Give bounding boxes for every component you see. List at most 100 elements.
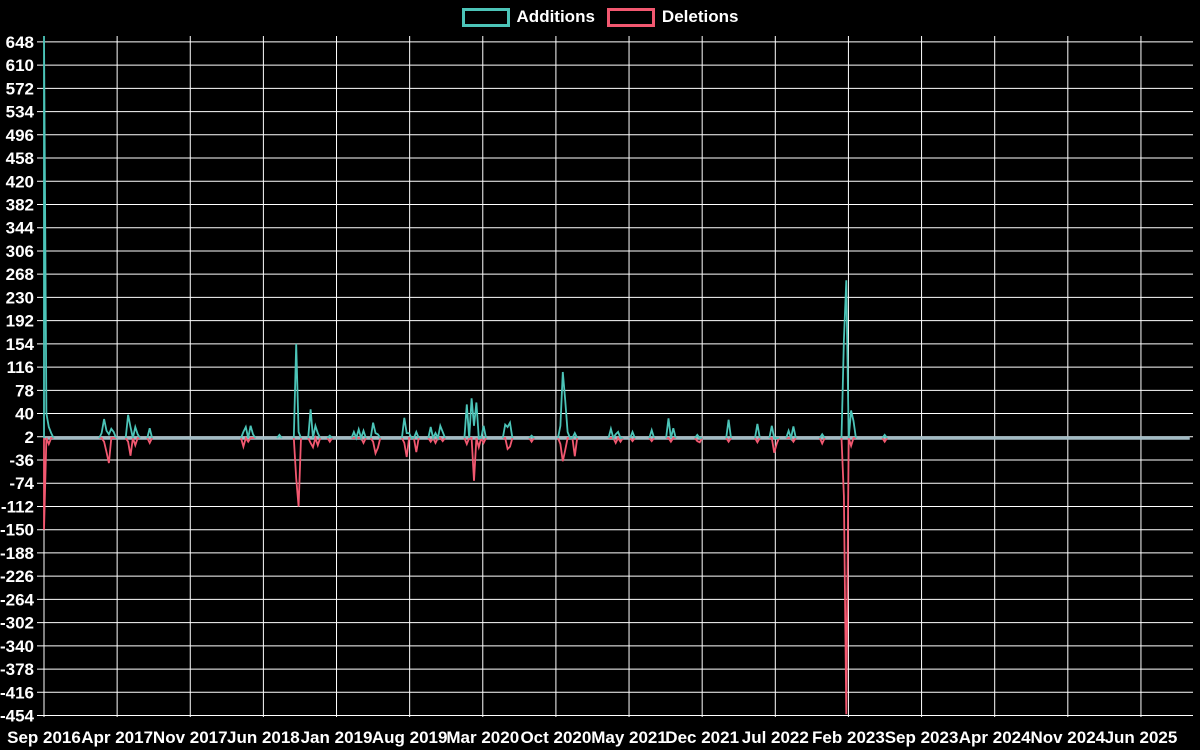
deletions-series-segment <box>557 437 579 462</box>
x-tick-label: Apr 2024 <box>959 728 1031 747</box>
deletions-series-segment <box>99 437 117 464</box>
additions-series-segment <box>401 417 420 439</box>
x-tick-label: Sep 2016 <box>7 728 81 747</box>
y-tick-label: -454 <box>0 707 35 726</box>
y-tick-label: 420 <box>6 172 34 191</box>
additions-series-segment <box>768 425 779 439</box>
deletions-series-segment <box>240 435 256 450</box>
additions-series-segment <box>292 343 302 439</box>
additions-series-segment <box>694 433 703 439</box>
y-tick-label: 154 <box>6 335 35 354</box>
deletions-series-segment <box>648 437 655 443</box>
additions-series-segment <box>43 35 55 439</box>
deletions-series-segment <box>881 437 888 444</box>
additions-series-segment <box>240 424 257 439</box>
deletions-series-segment <box>528 437 535 444</box>
x-tick-label: Mar 2020 <box>446 728 519 747</box>
legend-item-deletions[interactable]: Deletions <box>606 7 738 27</box>
additions-series-segment <box>326 434 333 439</box>
y-tick-label: -264 <box>0 590 35 609</box>
additions-series-segment <box>307 409 322 439</box>
y-tick-label: -416 <box>0 683 34 702</box>
y-tick-label: 610 <box>6 56 34 75</box>
deletions-series-segment <box>146 437 153 445</box>
additions-series-segment <box>146 427 153 439</box>
additions-series-segment <box>725 419 732 439</box>
deletions-series <box>43 434 888 715</box>
x-tick-label: Sep 2023 <box>885 728 959 747</box>
y-tick-label: 648 <box>6 33 34 52</box>
deletions-series-segment <box>43 437 54 530</box>
y-tick-label: 496 <box>6 126 34 145</box>
additions-series-segment <box>648 427 655 439</box>
additions-swatch-icon <box>461 7 510 27</box>
gridlines <box>37 36 1193 717</box>
y-tick-label: 306 <box>6 242 34 261</box>
x-tick-label: Apr 2017 <box>81 728 153 747</box>
deletions-series-segment <box>292 437 302 507</box>
plot-area[interactable] <box>44 36 1193 717</box>
additions-series <box>43 35 888 442</box>
y-tick-label: 458 <box>6 149 34 168</box>
legend-item-additions[interactable]: Additions <box>461 7 595 27</box>
additions-series-segment <box>840 280 857 439</box>
additions-series-segment <box>427 422 446 441</box>
x-tick-label: Jan 2019 <box>301 728 373 747</box>
x-tick-label: Feb 2023 <box>812 728 885 747</box>
additions-series-segment <box>98 418 117 439</box>
additions-label: Additions <box>516 7 595 26</box>
deletions-series-segment <box>818 437 826 446</box>
additions-series-segment <box>819 432 826 439</box>
y-tick-label: -74 <box>9 474 34 493</box>
deletions-series-segment <box>401 437 420 458</box>
y-tick-label: 40 <box>15 405 34 424</box>
deletions-series-segment <box>307 434 322 450</box>
additions-series-segment <box>629 429 636 439</box>
additions-series-segment <box>463 398 487 439</box>
y-tick-label: 230 <box>6 288 34 307</box>
deletions-series-segment <box>326 437 333 444</box>
y-axis-labels: 648 610 572 534 496 458 420 382 344 306 268 230 192 1… <box>0 33 35 726</box>
deletions-series-segment <box>629 437 636 443</box>
legend: Additions Deletions <box>0 7 1200 27</box>
additions-series-segment <box>528 434 535 439</box>
deletions-series-segment <box>351 437 367 445</box>
deletions-series-segment <box>694 437 703 444</box>
deletions-series-segment <box>754 437 761 445</box>
y-tick-label: -36 <box>9 451 34 470</box>
y-tick-label: -150 <box>0 521 34 540</box>
y-tick-label: 192 <box>6 312 34 331</box>
deletions-swatch-icon <box>606 7 655 27</box>
y-tick-label: 382 <box>6 195 34 214</box>
y-tick-label: 78 <box>15 381 34 400</box>
y-tick-label: -112 <box>1 497 34 516</box>
x-tick-label: Nov 2017 <box>153 728 228 747</box>
deletions-series-segment <box>463 435 487 481</box>
y-tick-label: -340 <box>0 637 34 656</box>
y-tick-label: 2 <box>25 428 34 447</box>
additions-series-segment <box>665 418 677 439</box>
y-tick-label: 344 <box>6 219 35 238</box>
x-tick-label: Jul 2022 <box>742 728 809 747</box>
y-tick-label: -302 <box>0 614 34 633</box>
deletions-series-segment <box>769 437 780 453</box>
x-tick-label: Dec 2021 <box>665 728 739 747</box>
additions-series-segment <box>607 425 623 441</box>
y-tick-label: 268 <box>6 265 34 284</box>
x-tick-label: Nov 2024 <box>1030 728 1105 747</box>
x-tick-label: Oct 2020 <box>520 728 591 747</box>
deletions-series-segment <box>725 437 732 444</box>
deletions-series-segment <box>427 436 446 445</box>
deletions-series-segment <box>369 437 382 457</box>
additions-series-segment <box>557 371 579 439</box>
additions-series-segment <box>350 426 367 442</box>
deletions-series-segment <box>608 436 624 445</box>
deletions-series-segment <box>502 437 514 451</box>
x-tick-label: Jun 2018 <box>227 728 300 747</box>
additions-series-segment <box>881 433 888 439</box>
additions-series-segment <box>124 414 141 439</box>
y-tick-label: -226 <box>0 567 34 586</box>
x-tick-label: Jun 2025 <box>1105 728 1178 747</box>
